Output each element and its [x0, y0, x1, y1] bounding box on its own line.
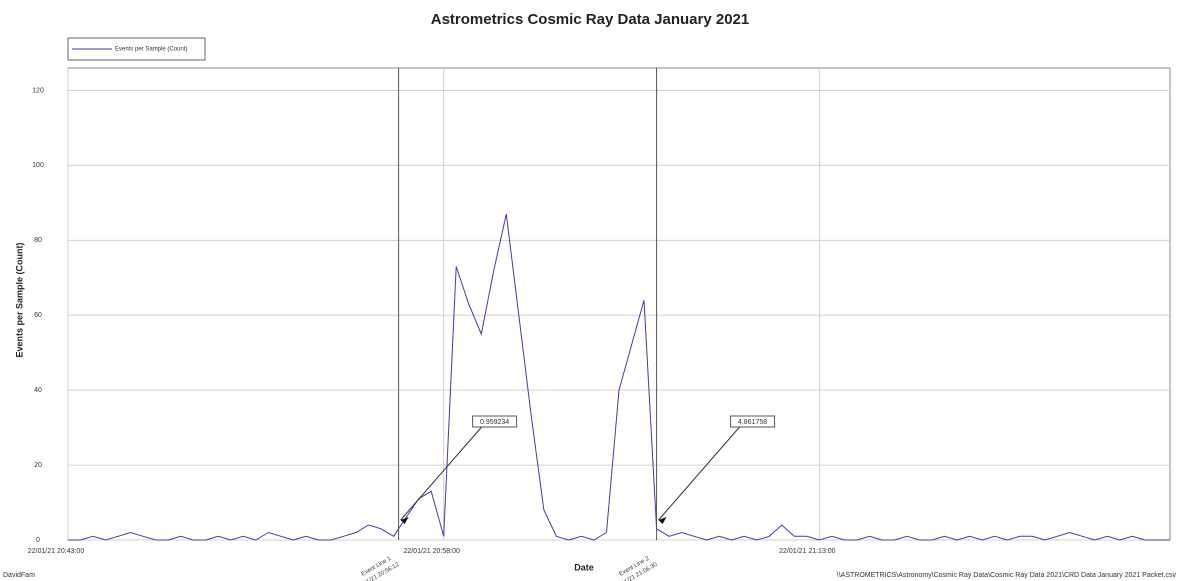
annotation-arrow	[400, 426, 482, 521]
y-tick-label: 60	[34, 312, 42, 319]
y-tick-label: 0	[36, 537, 40, 544]
x-axis-title: Date	[574, 562, 594, 572]
annotation-arrow	[658, 426, 740, 521]
plot-area	[67, 67, 1171, 541]
data-line	[68, 213, 1170, 541]
annotation: 4.861758	[738, 419, 767, 426]
y-tick-label: 40	[34, 387, 42, 394]
annotation-box	[472, 415, 518, 428]
x-tick-label: 22/01/21 20:43:00	[28, 548, 85, 555]
annotation: 0.959234	[480, 419, 509, 426]
chart-title: Astrometrics Cosmic Ray Data January 202…	[431, 11, 750, 28]
x-tick-label: 22/01/21 21:13:00	[779, 548, 836, 555]
annotation-arrowhead	[658, 517, 667, 524]
y-tick-label: 80	[34, 237, 42, 244]
legend-box	[67, 37, 206, 61]
footer-right: \\ASTROMETRICS\Astronomy\Cosmic Ray Data…	[837, 572, 1177, 579]
y-axis-title: Events per Sample (Count)	[14, 242, 24, 357]
x-tick-label: 22/01/21 20:58:00	[403, 548, 460, 555]
legend-label: Events per Sample (Count)	[115, 47, 187, 53]
y-tick-label: 120	[32, 87, 44, 94]
y-tick-label: 100	[32, 162, 44, 169]
annotation-arrowhead	[400, 517, 409, 524]
y-tick-label: 20	[34, 462, 42, 469]
annotation-box	[730, 415, 776, 428]
footer-left: DavidFam	[3, 572, 35, 579]
